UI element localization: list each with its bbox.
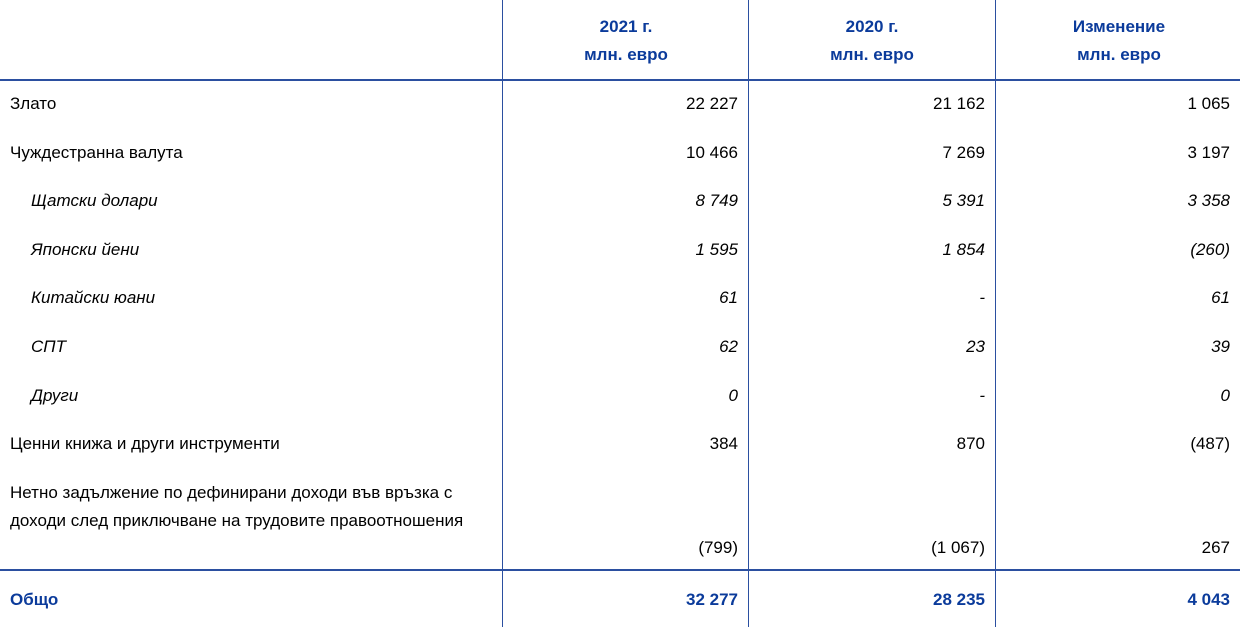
value-cell: 23 bbox=[966, 337, 985, 356]
value-cell: 22 227 bbox=[686, 94, 738, 113]
value-cell: 39 bbox=[1211, 337, 1230, 356]
value-cell: 5 391 bbox=[942, 191, 985, 211]
value-cell: 8 749 bbox=[695, 191, 738, 211]
value-cell: (1 067) bbox=[931, 538, 985, 557]
value-cell: 61 bbox=[719, 288, 738, 308]
value-cell: 4 043 bbox=[1187, 590, 1230, 609]
value-cell: 21 162 bbox=[933, 94, 985, 113]
column-divider bbox=[995, 0, 996, 627]
row-label: Нетно задължение по дефинирани доходи въ… bbox=[10, 483, 464, 530]
value-cell: (487) bbox=[1190, 434, 1230, 454]
value-cell: 1 595 bbox=[695, 239, 738, 259]
row-label: Ценни книжа и други инструменти bbox=[10, 434, 280, 454]
row-label: СПТ bbox=[31, 337, 66, 356]
total-label: Общо bbox=[10, 590, 59, 609]
value-cell: 3 197 bbox=[1187, 142, 1230, 162]
value-cell: 384 bbox=[709, 434, 738, 454]
value-cell: 32 277 bbox=[686, 590, 738, 609]
value-cell: 3 358 bbox=[1187, 191, 1230, 211]
row-label: Други bbox=[31, 385, 79, 405]
total-rule bbox=[0, 569, 1240, 571]
value-cell: 1 065 bbox=[1187, 94, 1230, 113]
column-unit: млн. евро bbox=[1077, 45, 1161, 64]
value-cell: 62 bbox=[719, 337, 738, 356]
row-label: Китайски юани bbox=[31, 288, 156, 308]
column-unit: млн. евро bbox=[584, 45, 668, 64]
row-label: Злато bbox=[10, 94, 57, 113]
column-header: 2020 г. bbox=[845, 17, 899, 36]
value-cell: (799) bbox=[698, 538, 738, 557]
column-divider bbox=[748, 0, 749, 627]
value-cell: (260) bbox=[1190, 239, 1230, 259]
value-cell: 0 bbox=[1220, 385, 1230, 405]
value-cell: 28 235 bbox=[933, 590, 985, 609]
value-cell: 0 bbox=[728, 385, 738, 405]
value-cell: 10 466 bbox=[686, 142, 738, 162]
row-label: Щатски долари bbox=[31, 191, 158, 211]
value-cell: 7 269 bbox=[942, 142, 985, 162]
value-cell: 61 bbox=[1211, 288, 1230, 308]
header-rule bbox=[0, 79, 1240, 81]
value-cell: 870 bbox=[956, 434, 985, 454]
column-divider bbox=[502, 0, 503, 627]
column-header: 2021 г. bbox=[599, 17, 653, 36]
row-label: Японски йени bbox=[31, 239, 140, 259]
value-cell: - bbox=[979, 385, 985, 405]
row-label: Чуждестранна валута bbox=[10, 142, 183, 162]
column-unit: млн. евро bbox=[830, 45, 914, 64]
column-header: Изменение bbox=[1072, 17, 1166, 36]
value-cell: 267 bbox=[1201, 538, 1230, 557]
value-cell: 1 854 bbox=[942, 239, 985, 259]
value-cell: - bbox=[979, 288, 985, 308]
